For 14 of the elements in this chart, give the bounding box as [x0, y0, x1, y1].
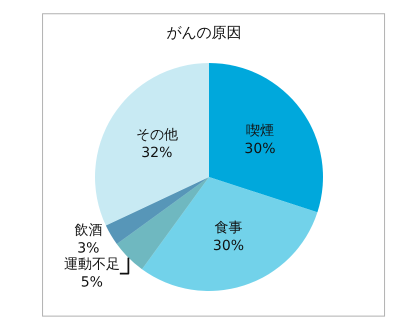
slice-label: 喫煙: [246, 122, 274, 139]
slice-label: その他: [136, 126, 178, 143]
slice-label: 運動不足: [64, 256, 120, 273]
data-label: 32%: [141, 144, 172, 161]
chart-title: がんの原因: [166, 23, 242, 42]
data-label: 5%: [80, 274, 103, 291]
pie-slice: [142, 177, 318, 291]
data-label: 3%: [77, 240, 100, 257]
slice-label: 食事: [214, 220, 242, 236]
pie-slice: [209, 63, 323, 212]
slice-label: 飲酒: [74, 222, 102, 238]
data-label: 30%: [212, 238, 244, 254]
pie-slice: [106, 177, 209, 244]
data-label: 30%: [244, 141, 276, 158]
